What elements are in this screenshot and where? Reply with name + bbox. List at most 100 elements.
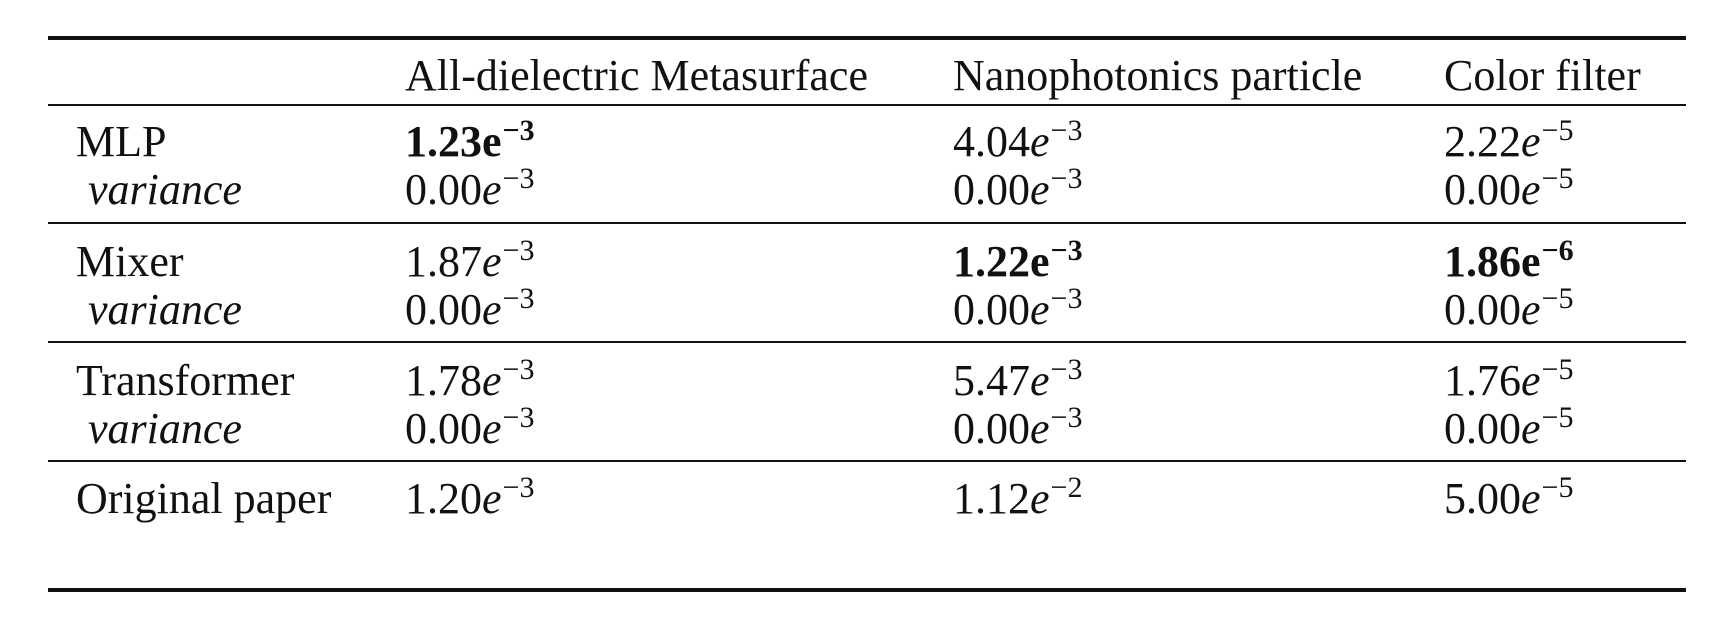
mantissa: 1.12 <box>953 474 1030 523</box>
exponent: −3 <box>1050 400 1083 434</box>
exponent: −5 <box>1541 113 1574 147</box>
model-label: Mixer <box>76 237 184 286</box>
mantissa: 1.20 <box>405 474 482 523</box>
header-nanophotonics-particle: Nanophotonics particle <box>953 51 1363 100</box>
mantissa: 0.00 <box>953 404 1030 453</box>
exponent-base: e <box>1030 237 1050 286</box>
exponent: −3 <box>1050 233 1083 267</box>
variance-value-cell: 0.00e−3 <box>953 281 1083 336</box>
exponent-base: e <box>482 404 502 453</box>
mantissa: 1.23 <box>405 117 482 166</box>
mantissa: 5.00 <box>1444 474 1521 523</box>
exponent-base: e <box>1521 404 1541 453</box>
exponent: −5 <box>1541 161 1574 195</box>
variance-label: variance <box>88 404 242 453</box>
row-separator-rule <box>48 222 1686 224</box>
exponent-base: e <box>1030 474 1050 523</box>
mantissa: 0.00 <box>953 165 1030 214</box>
model-label: MLP <box>76 117 167 166</box>
mantissa: 5.47 <box>953 356 1030 405</box>
exponent: −3 <box>1050 281 1083 315</box>
value-cell: 5.47e−3 <box>953 352 1083 407</box>
exponent-base: e <box>482 356 502 405</box>
exponent-base: e <box>1521 285 1541 334</box>
exponent-base: e <box>1521 165 1541 214</box>
variance-label: variance <box>88 165 242 214</box>
variance-value-cell: 0.00e−3 <box>953 400 1083 455</box>
exponent: −6 <box>1541 233 1574 267</box>
exponent-base: e <box>1521 237 1541 286</box>
exponent: −3 <box>502 113 535 147</box>
exponent-base: e <box>1521 356 1541 405</box>
bottom-rule <box>48 588 1686 592</box>
mantissa: 0.00 <box>405 165 482 214</box>
exponent: −3 <box>502 470 535 504</box>
mantissa: 1.87 <box>405 237 482 286</box>
exponent-base: e <box>1030 404 1050 453</box>
row-separator-rule <box>48 460 1686 462</box>
value-cell: 1.22e−3 <box>953 233 1083 288</box>
mantissa: 4.04 <box>953 117 1030 166</box>
exponent-base: e <box>482 237 502 286</box>
exponent: −3 <box>502 352 535 386</box>
mantissa: 0.00 <box>405 404 482 453</box>
mantissa: 1.86 <box>1444 237 1521 286</box>
exponent-base: e <box>1521 117 1541 166</box>
exponent: −3 <box>1050 113 1083 147</box>
value-cell: 1.76e−5 <box>1444 352 1574 407</box>
mantissa: 1.22 <box>953 237 1030 286</box>
mantissa: 0.00 <box>405 285 482 334</box>
top-rule <box>48 36 1686 40</box>
exponent-base: e <box>482 117 502 166</box>
exponent: −5 <box>1541 281 1574 315</box>
exponent: −3 <box>1050 352 1083 386</box>
variance-value-cell: 0.00e−3 <box>953 161 1083 216</box>
variance-value-cell: 0.00e−3 <box>405 161 535 216</box>
value-cell: 1.23e−3 <box>405 113 535 168</box>
exponent: −5 <box>1541 400 1574 434</box>
value-cell: 1.78e−3 <box>405 352 535 407</box>
variance-value-cell: 0.00e−5 <box>1444 281 1574 336</box>
mantissa: 0.00 <box>1444 404 1521 453</box>
value-cell: 1.20e−3 <box>405 470 535 525</box>
value-cell: 4.04e−3 <box>953 113 1083 168</box>
mantissa: 0.00 <box>1444 285 1521 334</box>
exponent-base: e <box>1030 356 1050 405</box>
variance-label: variance <box>88 285 242 334</box>
variance-value-cell: 0.00e−5 <box>1444 400 1574 455</box>
exponent-base: e <box>482 474 502 523</box>
header-all-dielectric-metasurface: All-dielectric Metasurface <box>405 51 868 100</box>
exponent: −3 <box>502 233 535 267</box>
exponent: −3 <box>502 281 535 315</box>
variance-value-cell: 0.00e−3 <box>405 400 535 455</box>
exponent: −3 <box>502 161 535 195</box>
model-label: Transformer <box>76 356 295 405</box>
mantissa: 0.00 <box>953 285 1030 334</box>
value-cell: 1.12e−2 <box>953 470 1083 525</box>
exponent-base: e <box>1030 285 1050 334</box>
variance-value-cell: 0.00e−5 <box>1444 161 1574 216</box>
exponent: −3 <box>1050 161 1083 195</box>
value-cell: 1.86e−6 <box>1444 233 1574 288</box>
mantissa: 1.76 <box>1444 356 1521 405</box>
row-separator-rule <box>48 104 1686 106</box>
value-cell: 2.22e−5 <box>1444 113 1574 168</box>
exponent-base: e <box>482 165 502 214</box>
header-color-filter: Color filter <box>1444 51 1641 100</box>
exponent: −5 <box>1541 352 1574 386</box>
mantissa: 1.78 <box>405 356 482 405</box>
row-separator-rule <box>48 341 1686 343</box>
exponent: −2 <box>1050 470 1083 504</box>
exponent: −5 <box>1541 470 1574 504</box>
exponent-base: e <box>1521 474 1541 523</box>
mantissa: 0.00 <box>1444 165 1521 214</box>
exponent-base: e <box>1030 165 1050 214</box>
mantissa: 2.22 <box>1444 117 1521 166</box>
exponent: −3 <box>502 400 535 434</box>
variance-value-cell: 0.00e−3 <box>405 281 535 336</box>
model-label: Original paper <box>76 474 332 523</box>
exponent-base: e <box>482 285 502 334</box>
value-cell: 1.87e−3 <box>405 233 535 288</box>
value-cell: 5.00e−5 <box>1444 470 1574 525</box>
exponent-base: e <box>1030 117 1050 166</box>
